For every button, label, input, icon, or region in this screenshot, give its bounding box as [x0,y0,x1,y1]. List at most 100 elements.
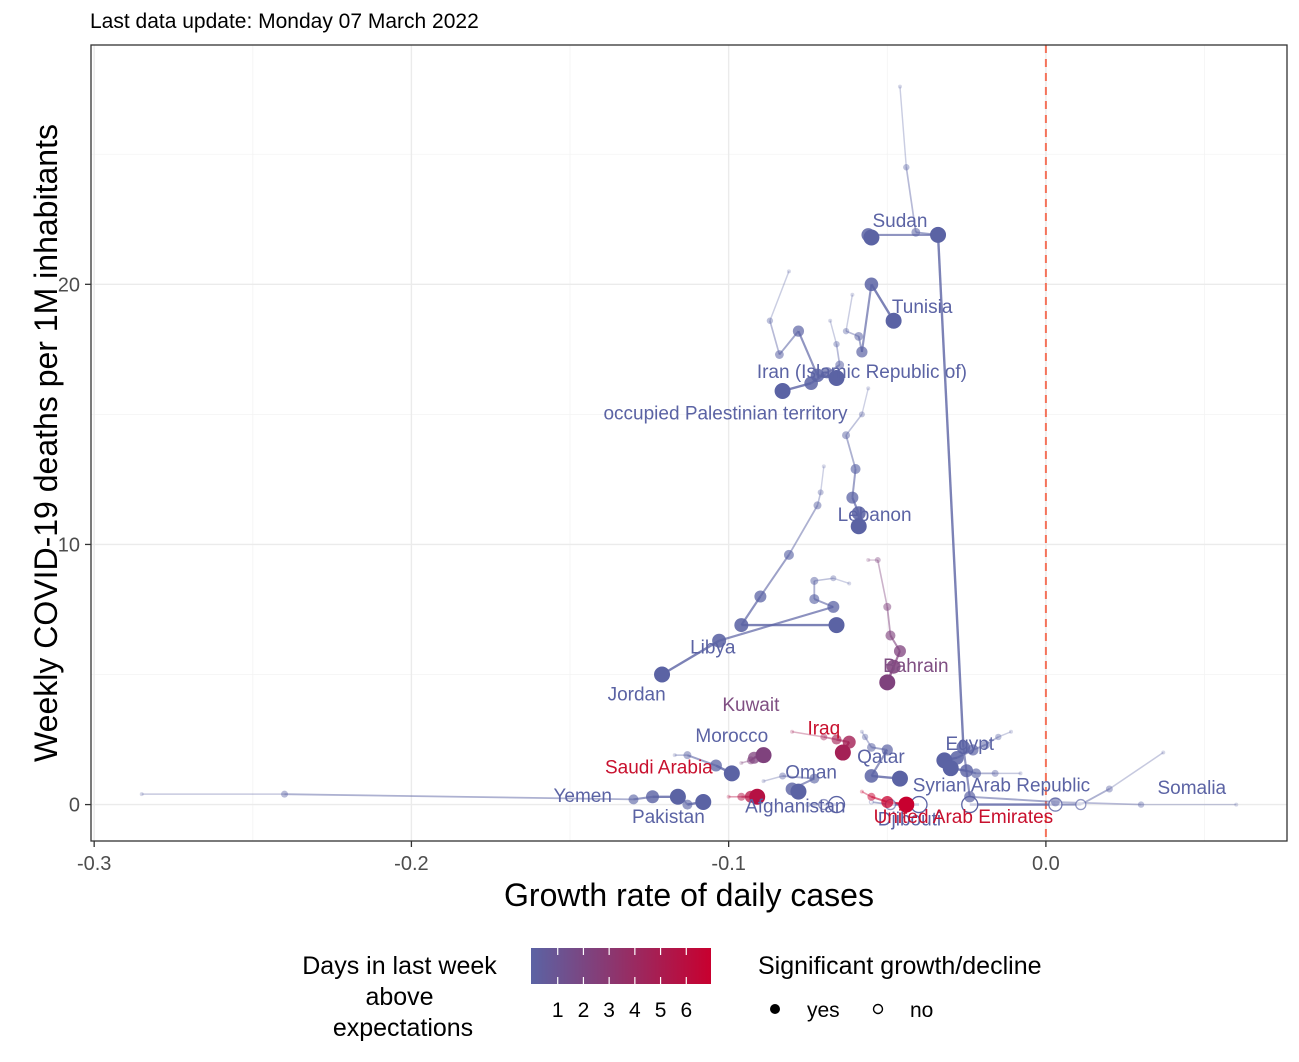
syrian-arab-republic-point [971,768,982,779]
iran-islamic-republic-of-point [833,340,840,348]
y-axis-title: Weekly COVID-19 deaths per 1M inhabitant… [28,124,64,762]
y-axis: 0 10 20 [58,274,91,817]
color-legend-bar [531,948,711,984]
somalia-trail-segment [1108,751,1164,790]
iran-islamic-republic-of-trail-segment [829,320,838,345]
occupied-palestinian-territory-point [775,350,784,359]
morocco-point [723,765,740,782]
libya-point [821,464,826,469]
iran-islamic-republic-of-point [835,360,845,370]
bahrain-point [866,558,871,563]
country-label: Jordan [608,685,666,706]
lebanon-point [850,464,861,475]
country-label: Iraq [807,718,840,739]
syrian-arab-republic-point [942,760,959,777]
bahrain-trail-segment [876,559,889,608]
iran-islamic-republic-of-point [774,382,791,399]
afghanistan-point [805,801,811,808]
sudan-point [911,227,921,237]
qatar-trail-segment [861,731,866,738]
country-label: Egypt [945,734,994,755]
tunisia-point [854,331,864,341]
iraq-trail-segment [791,731,824,738]
jordan-point [830,575,837,582]
saudi-arabia-point [737,792,746,801]
morocco-point [709,759,722,772]
occupied-palestinian-territory-trail-segment [797,330,819,376]
morocco-point [683,751,692,760]
x-tick-label: -0.2 [394,853,428,875]
series-22-trail-segment [969,795,1056,803]
shape-legend-no-symbol [872,1003,884,1015]
qatar-point [861,733,869,741]
libya-point [754,590,767,603]
color-legend-tick-label: 4 [629,999,641,1022]
libya-point [828,617,845,634]
y-tick-label: 0 [69,795,80,817]
x-axis: -0.3 -0.2 -0.1 0.0 [77,841,1060,875]
series-22-point [1051,797,1060,807]
subtitle: Last data update: Monday 07 March 2022 [90,10,479,33]
x-tick-label: -0.3 [77,853,111,875]
shape-legend-yes-symbol [770,1004,780,1014]
country-label: Djibouti [878,809,941,830]
libya-point [734,618,749,633]
jordan-trail-segment [661,639,720,676]
country-label: Somalia [1157,778,1226,799]
yemen-point [139,792,144,797]
bahrain-point [874,557,881,564]
libya-point [783,549,794,560]
libya-point [817,489,824,496]
trails [141,86,1237,806]
bahrain-point [883,602,892,611]
libya-trail-segment [788,504,819,556]
color-legend-tick-label: 6 [680,999,692,1022]
yemen-point [646,790,660,804]
jordan-point [827,600,840,613]
lebanon-point [846,491,859,504]
jordan-point [847,581,852,586]
country-label: Tunisia [892,297,953,318]
qatar-point [859,729,864,734]
country-label: Sudan [872,211,927,232]
libya-point [813,501,822,510]
syrian-arab-republic-point [1018,771,1023,776]
oman-trail-segment [763,775,783,782]
yemen-trail-segment [284,793,634,801]
sudan-point [903,164,910,171]
egypt-point [981,740,991,750]
tunisia-point [842,327,850,335]
kuwait-point [739,760,744,765]
united-arab-emirates-point [881,795,894,808]
color-legend-tick-label: 1 [552,999,564,1022]
yemen-point [669,788,686,805]
country-label: Syrian Arab Republic [913,776,1090,797]
pakistan-point [682,799,693,810]
sudan-trail-segment [899,86,908,168]
country-label: Bahrain [883,656,949,677]
series-22-trail-segment [1055,801,1142,806]
bahrain-point [885,630,896,641]
country-label: Lebanon [838,505,912,526]
syrian-arab-republic-point [991,769,999,777]
occupied-palestinian-territory-point [766,317,774,324]
color-legend-title-line-2: above [365,983,433,1011]
occupied-palestinian-territory-point [792,325,805,337]
country-label: Oman [785,763,837,784]
egypt-trail-segment [998,731,1012,738]
united-arab-emirates-point [859,789,864,794]
jordan-point [712,633,727,648]
qatar-point [891,770,908,787]
color-legend-title: Days in last week above expectations [302,952,503,1042]
shape-legend-title: Significant growth/decline [758,952,1042,980]
pakistan-point [679,794,684,799]
qatar-point [864,769,879,783]
libya-trail-segment [759,554,790,598]
series-22-point [964,791,976,803]
jordan-point [654,666,671,683]
somalia-point [1105,785,1113,793]
sudan-point [897,84,902,89]
country-label: Qatar [857,747,905,768]
